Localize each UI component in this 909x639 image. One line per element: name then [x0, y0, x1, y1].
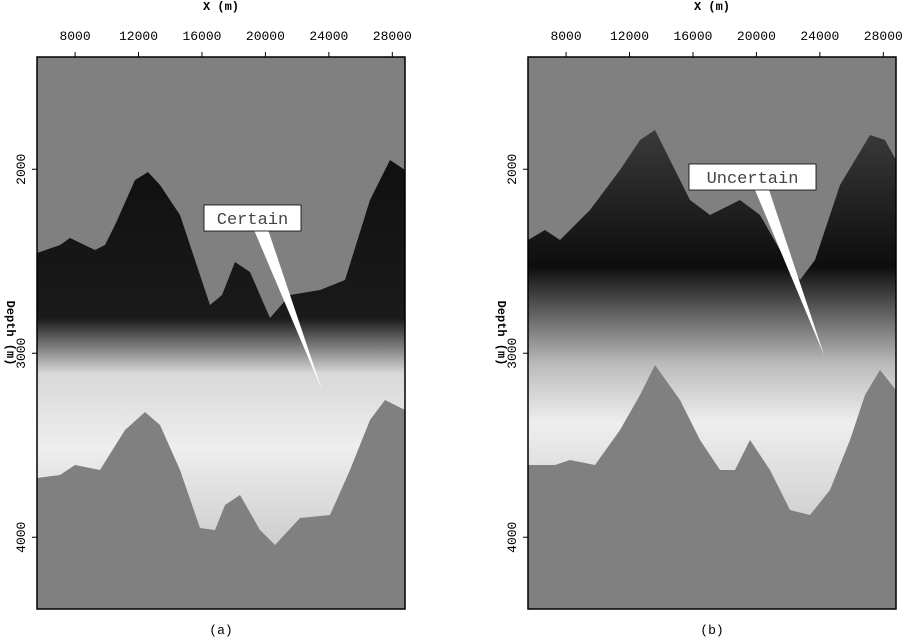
y-tick-label: 2000: [14, 154, 29, 185]
annotation-pointer: [254, 231, 322, 390]
y-tick-label: 3000: [14, 338, 29, 369]
x-tick-label: 20000: [737, 29, 776, 44]
x-tick-label: 8000: [550, 29, 581, 44]
x-tick-label: 8000: [59, 29, 90, 44]
x-axis-label: X (m): [694, 0, 730, 14]
y-axis-label: Depth (m): [3, 301, 17, 366]
annotation: Certain: [217, 211, 288, 230]
x-tick-label: 16000: [673, 29, 712, 44]
y-tick-label: 4000: [14, 522, 29, 553]
x-tick-label: 28000: [373, 29, 412, 44]
image-body: [528, 130, 896, 515]
x-tick-label: 24000: [309, 29, 348, 44]
frame: [527, 56, 897, 610]
annotation-pointer: [755, 190, 824, 355]
y-tick-label: 3000: [505, 338, 520, 369]
x-tick-label: 16000: [182, 29, 221, 44]
image-body: [37, 160, 405, 545]
x-tick-label: 12000: [610, 29, 649, 44]
annotation: Uncertain: [707, 170, 799, 189]
x-tick-label: 24000: [800, 29, 839, 44]
y-tick-label: 4000: [505, 522, 520, 553]
caption: (a): [209, 623, 232, 638]
x-tick-label: 20000: [246, 29, 285, 44]
y-tick-label: 2000: [505, 154, 520, 185]
y-axis-label: Depth (m): [494, 301, 508, 366]
x-tick-label: 12000: [119, 29, 158, 44]
x-axis-label: X (m): [203, 0, 239, 14]
annotation-box: [688, 163, 817, 191]
frame: [36, 56, 406, 610]
annotation-box: [203, 204, 302, 232]
caption: (b): [700, 623, 723, 638]
x-tick-label: 28000: [864, 29, 903, 44]
